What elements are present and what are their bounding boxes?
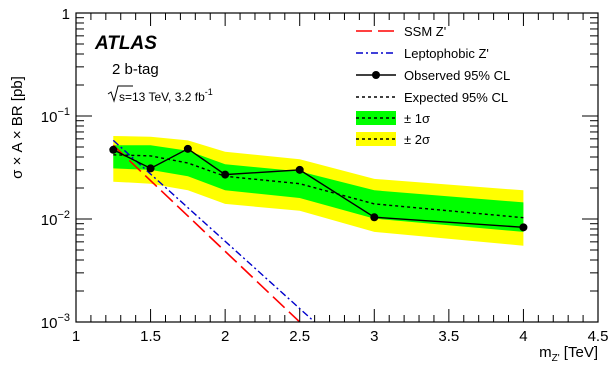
x-tick-label: 1.5 (140, 328, 161, 345)
leptophobic-zprime-line (112, 139, 316, 322)
x-tick-label: 4.5 (588, 328, 609, 345)
band-1sigma (113, 145, 524, 232)
axis-ticks (75, 13, 599, 323)
x-tick-label: 4 (519, 328, 527, 345)
observed-point (370, 213, 379, 222)
legend: SSM Z' Leptophobic Z' Observed 95% CL Expec… (356, 24, 510, 147)
plot-frame (75, 12, 599, 323)
uncertainty-bands (113, 136, 524, 246)
y-tick-label: 10−3 (41, 312, 70, 332)
x-tick-label: 2.5 (289, 328, 310, 345)
legend-label: Expected 95% CL (404, 90, 508, 105)
x-tick-label: 3.5 (438, 328, 459, 345)
legend-label: SSM Z' (404, 24, 446, 39)
plot-border (75, 12, 599, 323)
legend-key-observed-marker (372, 71, 380, 79)
axis-labels: 1 1.5 2 2.5 3 3.5 4 4.5 1 10−1 10−2 10−3 σ × A × BR … (9, 6, 608, 364)
legend-label: Observed 95% CL (404, 68, 510, 83)
legend-label: Leptophobic Z' (404, 46, 489, 61)
legend-label: ± 2σ (404, 132, 430, 147)
legend-label: ± 1σ (404, 111, 430, 126)
atlas-label: ATLAS (94, 33, 157, 54)
x-tick-label: 2 (221, 328, 229, 345)
plot-annotations: ATLAS 2 b-tag s=13 TeV, 3.2 fb-1 (94, 33, 213, 104)
y-axis-title: σ × A × BR [pb] (9, 76, 26, 179)
y-tick-label: 1 (62, 6, 70, 23)
observed-markers (109, 144, 528, 232)
x-tick-label: 3 (370, 328, 378, 345)
observed-point (109, 145, 118, 154)
observed-point (519, 223, 528, 232)
y-tick-label: 10−1 (41, 106, 70, 126)
observed-point (295, 165, 304, 174)
category-label: 2 b-tag (112, 61, 159, 78)
observed-point (146, 164, 155, 173)
x-axis-title: mZ' [TeV] (539, 344, 598, 364)
energy-lumi-label: s=13 TeV, 3.2 fb-1 (119, 87, 213, 104)
observed-point (221, 170, 230, 179)
sqrt-icon (107, 85, 133, 103)
y-tick-label: 10−2 (41, 209, 70, 229)
observed-point (183, 144, 192, 153)
x-tick-label: 1 (72, 328, 80, 345)
